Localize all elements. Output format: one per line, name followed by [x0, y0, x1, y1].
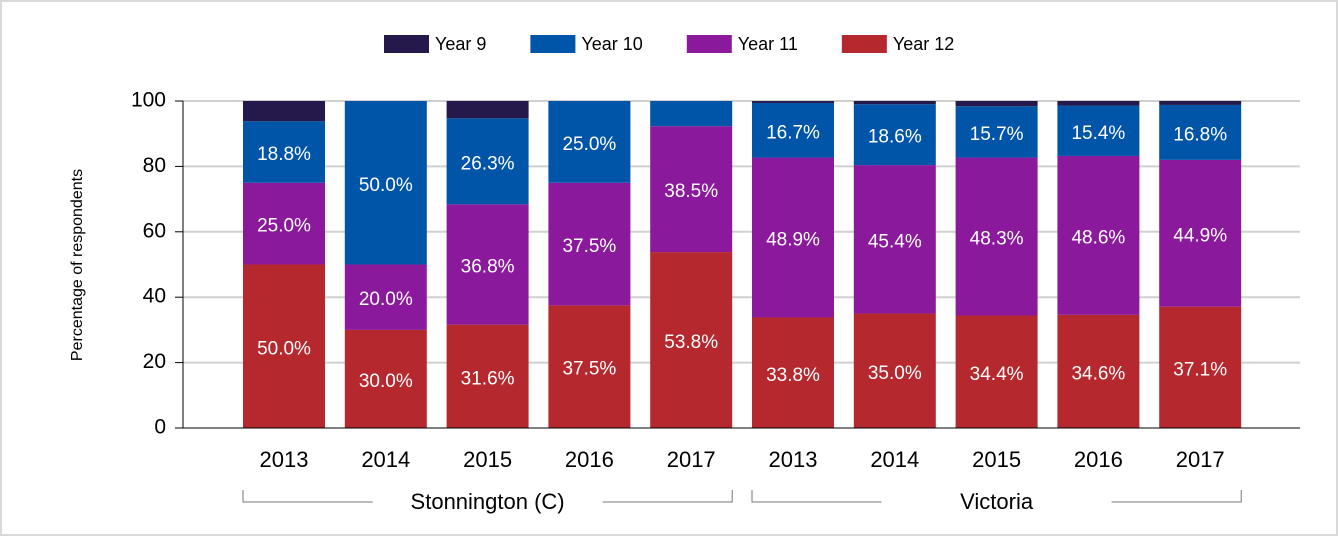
group-bracket	[751, 490, 1242, 503]
data-label: 25.0%	[562, 134, 616, 155]
bar-segment	[1159, 306, 1242, 428]
bar-segment	[446, 101, 529, 119]
data-label: 18.6%	[868, 127, 922, 148]
bar-segment	[752, 101, 834, 103]
data-label: 25.0%	[257, 216, 311, 237]
bar-segment	[752, 317, 834, 428]
bar-segment	[752, 157, 834, 318]
legend-label: Year 9	[435, 34, 486, 54]
bar-segment	[243, 121, 325, 183]
data-label: 45.4%	[868, 231, 922, 252]
data-label: 50.0%	[359, 175, 413, 196]
data-label: 35.0%	[868, 363, 922, 384]
data-label: 50.0%	[257, 338, 311, 359]
bar-segment	[243, 264, 325, 428]
bar-segment	[650, 101, 733, 127]
data-label: 38.5%	[664, 181, 718, 202]
bar-segment	[446, 118, 529, 205]
bar-segment	[752, 102, 834, 158]
y-axis-label: Percentage of respondents	[69, 169, 86, 361]
x-tick-label: 2015	[972, 447, 1021, 472]
bar-segment	[344, 264, 427, 330]
x-tick-label: 2017	[1176, 447, 1225, 472]
data-label: 20.0%	[359, 289, 413, 310]
bar-segment	[243, 101, 325, 122]
bar-segment	[446, 204, 529, 325]
data-label: 18.8%	[257, 144, 311, 165]
bar-segment	[853, 101, 936, 105]
bar-segment	[344, 101, 427, 265]
x-tick-label: 2014	[361, 447, 410, 472]
data-label: 53.8%	[664, 332, 718, 353]
group-label: Stonnington (C)	[411, 489, 565, 514]
bar-segment	[446, 324, 529, 428]
data-label: 48.3%	[970, 229, 1024, 250]
legend-swatch	[686, 35, 732, 53]
data-label: 31.6%	[461, 368, 515, 389]
x-tick-label: 2015	[463, 447, 512, 472]
bar-segment	[1159, 159, 1242, 307]
y-tick-label: 60	[143, 219, 166, 242]
bar-segment	[1057, 101, 1140, 106]
legend-label: Year 11	[738, 34, 798, 54]
data-label: 34.6%	[1071, 363, 1125, 384]
y-tick-label: 100	[131, 89, 166, 112]
x-tick-label: 2013	[260, 447, 309, 472]
bar-segment	[955, 315, 1038, 428]
bar-segment	[548, 182, 631, 306]
data-label: 34.4%	[970, 364, 1024, 385]
data-label: 16.8%	[1173, 124, 1227, 145]
bar-segment	[650, 126, 733, 253]
bar-segment	[344, 329, 427, 428]
bar-segment	[1057, 105, 1140, 156]
bar-segment	[955, 101, 1038, 107]
group-bracket	[242, 490, 733, 503]
bar-segment	[548, 101, 631, 183]
bar-segment	[1057, 314, 1140, 428]
legend-swatch	[384, 35, 429, 53]
y-tick-label: 20	[143, 350, 166, 373]
data-label: 36.8%	[461, 257, 515, 278]
x-tick-label: 2014	[870, 447, 919, 472]
y-tick-label: 80	[143, 154, 166, 177]
data-label: 33.8%	[766, 365, 820, 386]
bar-segment	[1159, 104, 1242, 160]
bar-segment	[1057, 155, 1140, 315]
data-label: 44.9%	[1173, 225, 1227, 246]
data-label: 15.4%	[1071, 123, 1125, 144]
legend-swatch	[530, 35, 576, 53]
data-label: 16.7%	[766, 122, 820, 143]
data-label: 48.9%	[766, 230, 820, 251]
bar-segment	[853, 165, 936, 314]
bar-segment	[548, 305, 631, 428]
y-tick-label: 40	[143, 285, 166, 308]
bar-segment	[650, 252, 733, 428]
data-label: 37.5%	[562, 359, 616, 380]
data-label: 37.1%	[1173, 359, 1227, 380]
data-label: 26.3%	[461, 153, 515, 174]
x-tick-label: 2013	[769, 447, 818, 472]
x-tick-label: 2017	[667, 447, 716, 472]
data-label: 37.5%	[562, 236, 616, 257]
data-label: 15.7%	[970, 124, 1024, 145]
group-label: Victoria	[960, 489, 1034, 514]
bar-segment	[955, 157, 1038, 316]
bar-segment	[955, 106, 1038, 158]
bar-segment	[1159, 101, 1242, 105]
x-tick-label: 2016	[1074, 447, 1123, 472]
y-tick-label: 0	[154, 416, 166, 439]
bar-segment	[853, 313, 936, 428]
data-label: 48.6%	[1071, 227, 1125, 248]
legend-label: Year 10	[581, 34, 642, 54]
data-label: 30.0%	[359, 371, 413, 392]
legend-swatch	[841, 35, 887, 53]
x-tick-label: 2016	[565, 447, 614, 472]
bar-segment	[853, 104, 936, 166]
legend-label: Year 12	[893, 34, 954, 54]
bar-segment	[243, 182, 325, 265]
